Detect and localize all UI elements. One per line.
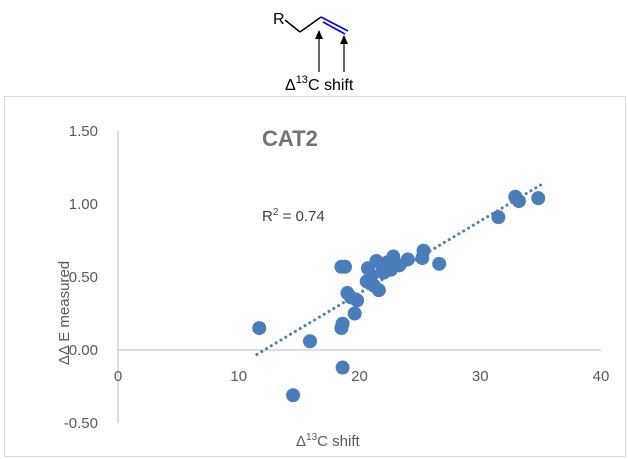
x-axis-delta: Δ [296,433,306,450]
y-axis-title: ΔΔ E measured [56,261,73,365]
data-point [347,306,362,321]
y-tick-label: 0.50 [69,269,98,286]
data-point [286,388,301,403]
shift-label: Δ13C shift [285,74,354,94]
bond-ch2-ch [299,16,322,33]
shift-delta: Δ [285,77,296,94]
points-group [252,189,546,403]
arrow-head-2 [340,35,348,44]
x-axis-isotope: 13 [306,432,318,443]
data-point [335,316,350,331]
y-tick-label: 0.00 [69,342,98,359]
data-point [335,360,350,375]
x-axis-title: Δ13C shift [296,432,360,450]
r-squared-value: = 0.74 [278,208,324,225]
data-point [350,293,365,308]
x-tick-label: 10 [230,368,247,385]
r-squared-exp: 2 [273,207,279,218]
chart-title: CAT2 [262,126,318,151]
x-tick-label: 20 [351,368,368,385]
double-bond-line-1 [320,16,349,32]
x-axis-text: C shift [317,433,360,450]
r-group-label: R [273,11,285,28]
data-point [302,334,317,349]
y-tick-label: -0.50 [64,415,98,432]
arrow-head-1 [315,30,323,39]
data-point [371,283,386,298]
data-point [511,194,526,209]
allyl-scheme: R Δ13C shift [273,11,354,94]
chart-frame [4,96,626,457]
data-point [252,321,267,336]
bond-r-ch2 [284,19,301,33]
data-point [400,252,415,267]
r-squared-base: R [262,208,273,225]
y-tick-label: 1.50 [69,123,98,140]
axes-group: 1.50 1.00 0.50 0.00 -0.50 0 10 20 30 40 [64,123,610,432]
x-tick-label: 30 [472,368,489,385]
data-point [338,259,353,274]
double-bond-line-2 [322,21,346,35]
x-tick-label: 0 [114,368,122,385]
x-tick-label: 40 [593,368,610,385]
data-point [531,191,546,206]
y-tick-label: 1.00 [69,196,98,213]
r-squared-label: R2 = 0.74 [262,207,325,225]
shift-isotope: 13 [296,74,308,86]
data-point [416,243,431,258]
data-point [491,210,506,225]
shift-text: C shift [308,77,354,94]
data-point [432,256,447,271]
